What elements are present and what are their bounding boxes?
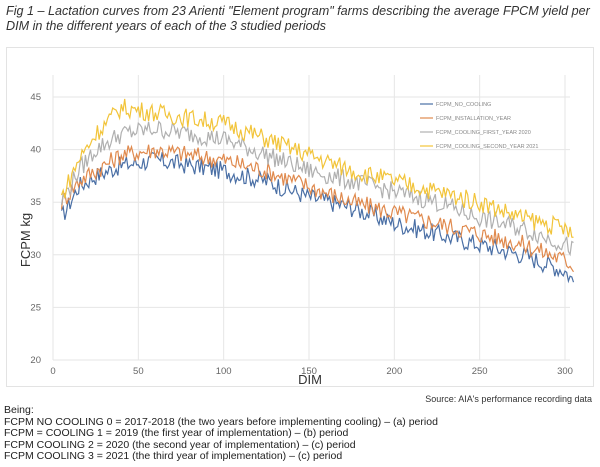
legend-label: FCPM_COOLING_FIRST_YEAR 2020 (436, 130, 531, 136)
legend-label: FCPM_COOLING_SECOND_YEAR 2021 (436, 144, 538, 150)
y-tick-label: 25 (30, 302, 41, 313)
note-line: FCPM = COOLING 1 = 2019 (the first year … (4, 427, 349, 439)
y-tick-label: 40 (30, 145, 41, 156)
notes-heading: Being: (4, 404, 34, 416)
series-line-3 (60, 98, 574, 238)
y-tick-labels: 20 25 30 35 40 45 (30, 92, 41, 366)
x-tick-label: 50 (133, 366, 144, 377)
y-tick-label: 35 (30, 197, 41, 208)
series-line-1 (60, 144, 575, 273)
y-tick-label: 20 (30, 355, 41, 366)
y-tick-label: 45 (30, 92, 41, 103)
note-line: FCPM COOLING 2 = 2020 (the second year o… (4, 438, 356, 451)
chart-frame (6, 47, 594, 387)
x-axis-label: DIM (298, 372, 322, 387)
legend-label: FCPM_INSTALLATION_YEAR (436, 116, 511, 122)
figure-caption: Fig 1 – Lactation curves from 23 Arienti… (6, 4, 590, 33)
grid (52, 75, 570, 361)
x-tick-label: 100 (216, 366, 232, 377)
legend: FCPM_NO_COOLING FCPM_INSTALLATION_YEAR FCP… (420, 102, 538, 150)
x-tick-label: 150 (301, 366, 317, 377)
note-line: FCPM NO COOLING 0 = 2017-2018 (the two y… (4, 415, 438, 428)
x-tick-label: 300 (557, 366, 573, 377)
y-axis-label: FCPM kg (18, 213, 33, 267)
x-tick-labels: 0 50 100 150 200 250 300 (50, 366, 573, 377)
series-line-2 (60, 120, 574, 257)
series-line-0 (60, 152, 575, 284)
legend-notes: Being: FCPM NO COOLING 0 = 2017-2018 (th… (4, 404, 438, 463)
note-line: FCPM COOLING 3 = 2021 (the third year of… (4, 450, 343, 462)
legend-label: FCPM_NO_COOLING (436, 102, 491, 108)
series-lines (60, 98, 575, 284)
y-tick-label: 30 (30, 250, 41, 261)
source-note: Source: AIA's performance recording data (425, 394, 592, 404)
x-tick-label: 0 (50, 366, 55, 377)
x-tick-label: 200 (386, 366, 402, 377)
x-tick-label: 250 (472, 366, 488, 377)
